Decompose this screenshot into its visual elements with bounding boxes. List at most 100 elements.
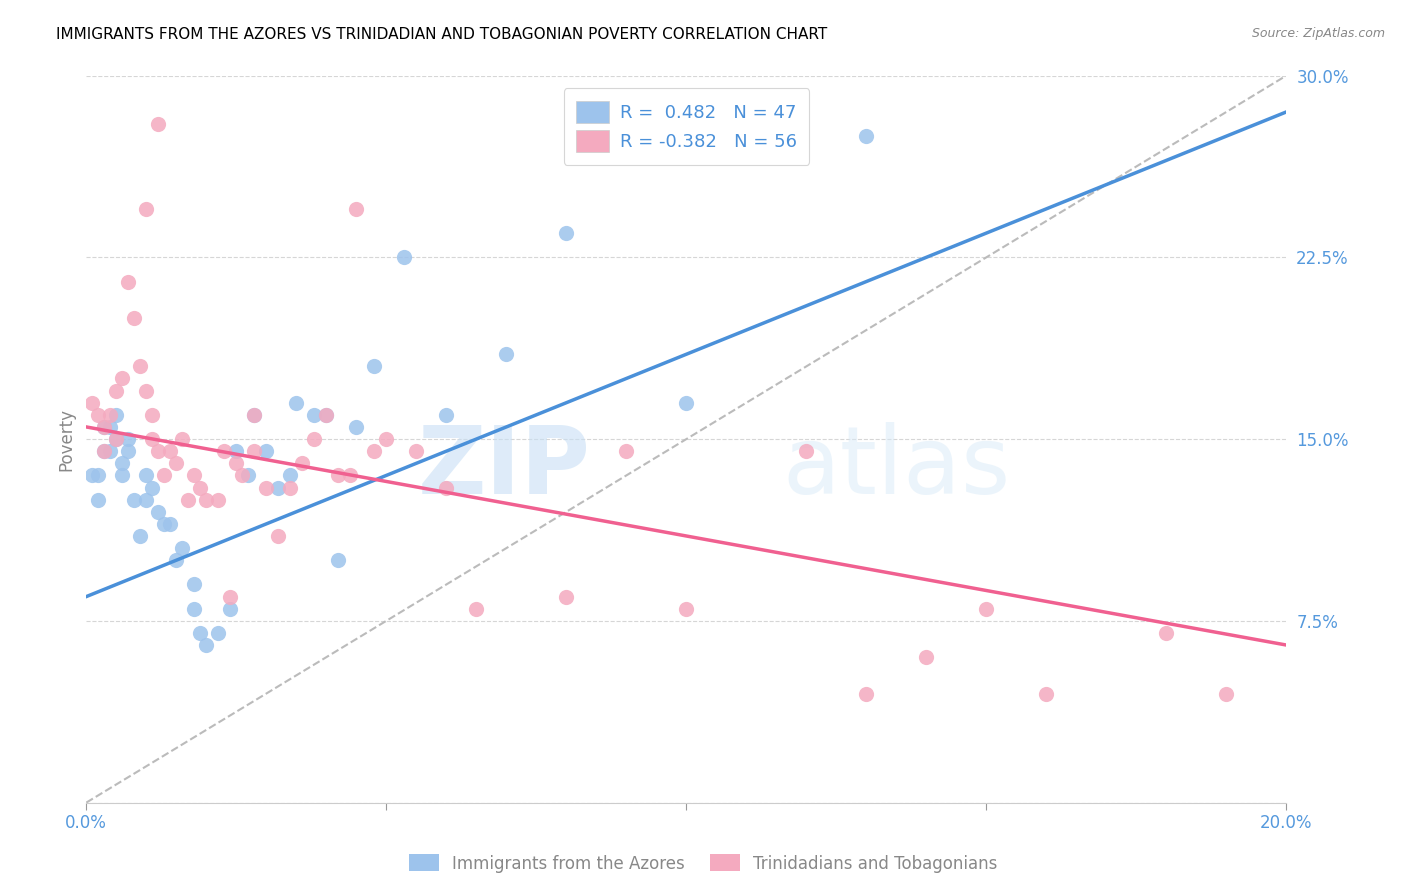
Point [135,202,157,216]
Point [328,468,350,483]
Point [159,444,181,458]
Point [159,516,181,531]
Point [1035,687,1057,701]
Point [195,638,218,652]
Point [405,444,427,458]
Point [87,492,110,507]
Point [855,129,877,144]
Point [1156,626,1178,640]
Point [555,226,578,240]
Point [165,553,187,567]
Point [82,395,104,409]
Point [93,444,115,458]
Point [141,481,163,495]
Point [141,432,163,446]
Point [105,384,128,398]
Text: IMMIGRANTS FROM THE AZORES VS TRINIDADIAN AND TOBAGONIAN POVERTY CORRELATION CHA: IMMIGRANTS FROM THE AZORES VS TRINIDADIA… [56,27,828,42]
Point [344,420,367,434]
Point [135,468,157,483]
Point [105,432,128,446]
Point [278,468,301,483]
Point [243,444,266,458]
Point [117,444,139,458]
Point [141,408,163,422]
Point [165,456,187,470]
Point [339,468,361,483]
Text: ZIP: ZIP [418,422,591,514]
Point [219,601,242,615]
Point [243,408,266,422]
Point [915,650,938,665]
Point [148,444,170,458]
Point [207,626,229,640]
Point [976,601,998,615]
Point [183,468,205,483]
Point [675,395,697,409]
Point [855,687,877,701]
Point [117,275,139,289]
Point [304,408,326,422]
Point [254,481,277,495]
Point [117,432,139,446]
Point [111,468,134,483]
Point [328,553,350,567]
Point [148,117,170,131]
Point [219,590,242,604]
Point [796,444,818,458]
Point [183,601,205,615]
Point [214,444,236,458]
Point [98,408,121,422]
Point [153,516,176,531]
Point [363,444,385,458]
Point [363,359,385,374]
Point [614,444,637,458]
Point [135,384,157,398]
Point [98,420,121,434]
Point [135,492,157,507]
Point [172,541,194,555]
Point [93,444,115,458]
Point [231,468,253,483]
Point [434,408,457,422]
Point [394,250,416,264]
Point [188,481,211,495]
Point [124,310,146,325]
Point [183,577,205,591]
Point [495,347,517,361]
Point [675,601,697,615]
Point [153,468,176,483]
Point [291,456,314,470]
Point [111,371,134,385]
Point [1215,687,1237,701]
Point [315,408,337,422]
Point [87,408,110,422]
Point [555,590,578,604]
Point [267,481,290,495]
Point [304,432,326,446]
Legend: R =  0.482   N = 47, R = -0.382   N = 56: R = 0.482 N = 47, R = -0.382 N = 56 [564,88,810,165]
Point [434,481,457,495]
Point [465,601,488,615]
Point [129,529,152,543]
Point [267,529,290,543]
Point [278,481,301,495]
Point [129,359,152,374]
Point [225,456,247,470]
Point [105,432,128,446]
Point [148,505,170,519]
Point [172,432,194,446]
Point [111,456,134,470]
Text: atlas: atlas [782,422,1011,514]
Point [98,444,121,458]
Text: Source: ZipAtlas.com: Source: ZipAtlas.com [1251,27,1385,40]
Point [93,420,115,434]
Point [93,420,115,434]
Y-axis label: Poverty: Poverty [58,408,75,471]
Point [207,492,229,507]
Point [177,492,200,507]
Point [105,408,128,422]
Point [195,492,218,507]
Point [344,202,367,216]
Point [375,432,398,446]
Legend: Immigrants from the Azores, Trinidadians and Tobagonians: Immigrants from the Azores, Trinidadians… [402,847,1004,880]
